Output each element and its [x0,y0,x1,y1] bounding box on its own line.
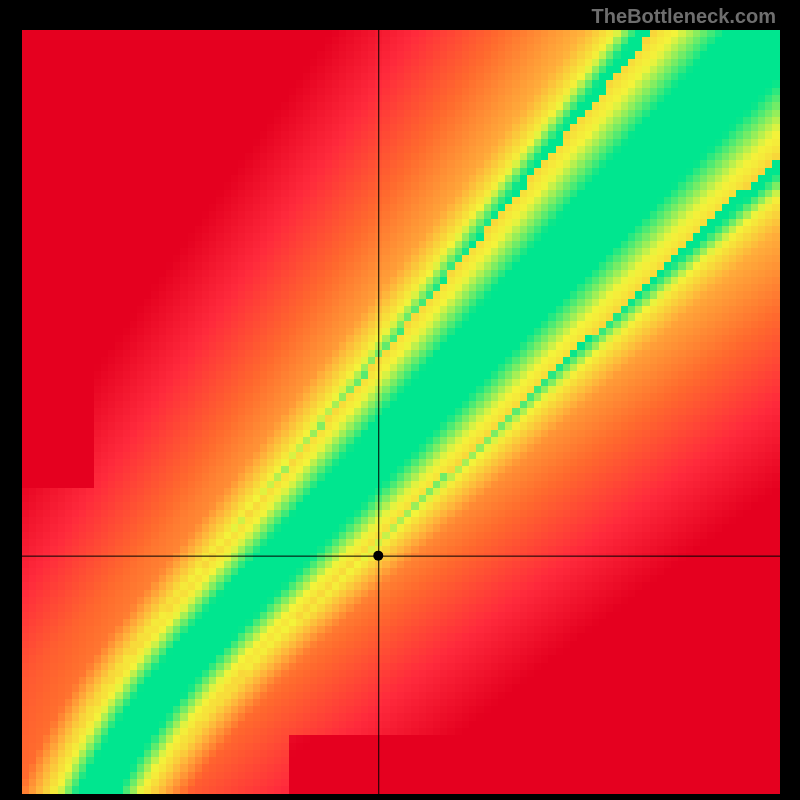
chart-container: TheBottleneck.com [0,0,800,800]
watermark-text: TheBottleneck.com [592,6,776,29]
bottleneck-heatmap [22,30,780,794]
